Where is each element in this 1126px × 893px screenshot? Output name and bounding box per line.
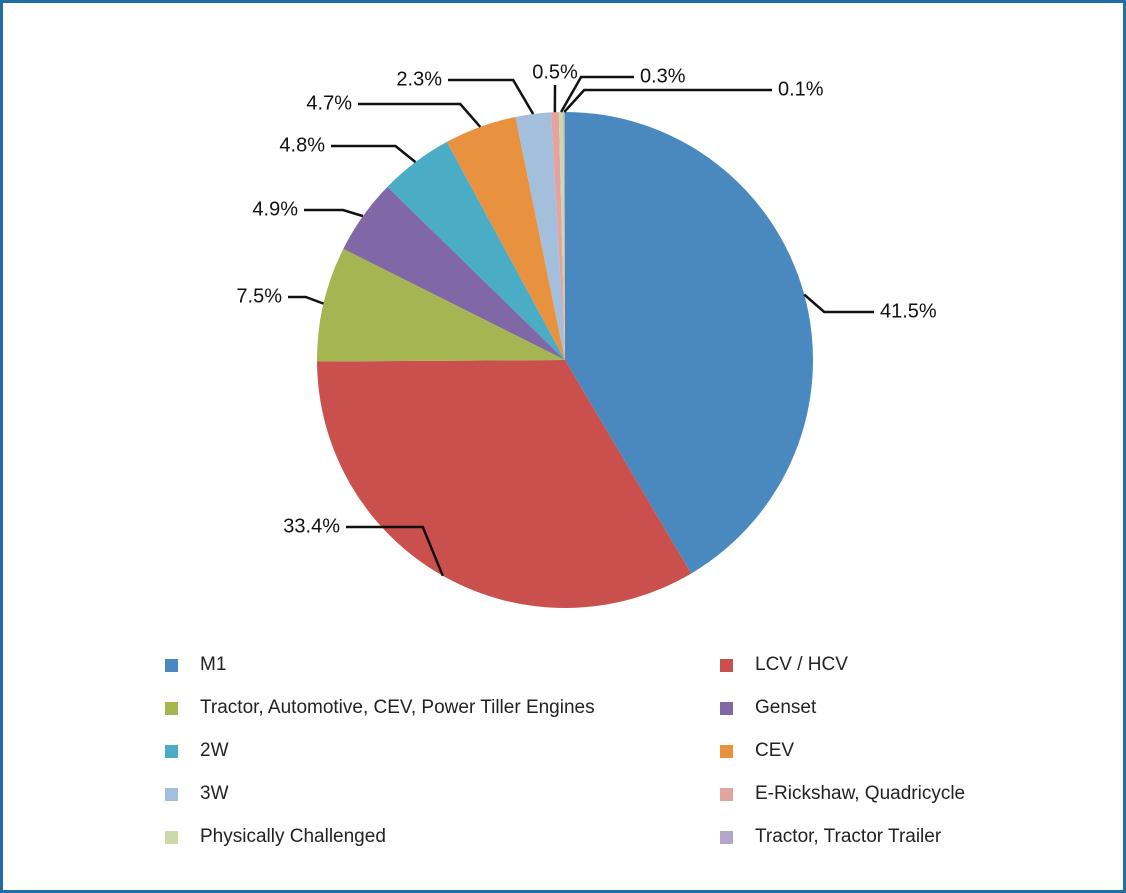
- pie-slice: [558, 112, 565, 360]
- legend-swatch: [720, 659, 733, 672]
- legend-swatch: [720, 702, 733, 715]
- leader-line: [346, 525, 444, 577]
- data-label: 0.5%: [532, 61, 578, 83]
- legend-label: 3W: [200, 783, 229, 804]
- legend-label: CEV: [755, 740, 794, 761]
- legend-swatch: [720, 831, 733, 844]
- legend-swatch: [165, 745, 178, 758]
- leader-line: [288, 295, 324, 305]
- legend-swatch: [165, 788, 178, 801]
- pie-slice: [563, 112, 565, 360]
- leader-line: [331, 144, 417, 164]
- legend-swatch: [720, 788, 733, 801]
- pie-slice: [550, 112, 565, 360]
- pie-slice: [317, 248, 565, 362]
- legend-label: Physically Challenged: [200, 826, 386, 847]
- leader-line: [358, 102, 482, 128]
- legend-swatch: [165, 659, 178, 672]
- pie-slice: [343, 186, 565, 360]
- data-label: 7.5%: [236, 285, 282, 307]
- pie-slice: [565, 112, 813, 574]
- legend-label: E-Rickshaw, Quadricycle: [755, 783, 965, 804]
- legend-swatch: [165, 702, 178, 715]
- data-label: 4.9%: [252, 198, 298, 220]
- legend-label: Genset: [755, 697, 817, 718]
- data-label: 0.3%: [640, 65, 686, 87]
- pie-slice: [446, 116, 565, 361]
- data-label: 4.7%: [306, 92, 352, 114]
- leader-line: [448, 78, 535, 115]
- legend-label: Tractor, Automotive, CEV, Power Tiller E…: [200, 697, 595, 718]
- data-label: 33.4%: [283, 515, 340, 537]
- leader-line: [560, 75, 634, 113]
- pie-slice: [387, 141, 565, 360]
- leader-line: [803, 293, 874, 314]
- leader-line: [563, 88, 772, 113]
- pie-slice: [515, 112, 565, 360]
- legend-label: Tractor, Tractor Trailer: [755, 826, 942, 847]
- data-label: 2.3%: [396, 68, 442, 90]
- legend-label: 2W: [200, 740, 229, 761]
- legend-swatch: [720, 745, 733, 758]
- leader-line: [304, 208, 364, 218]
- data-label: 41.5%: [880, 300, 937, 322]
- legend-label: M1: [200, 654, 226, 675]
- pie-slice: [317, 360, 692, 608]
- legend-label: LCV / HCV: [755, 654, 848, 675]
- data-label: 0.1%: [778, 78, 824, 100]
- data-label: 4.8%: [279, 134, 325, 156]
- legend-swatch: [165, 831, 178, 844]
